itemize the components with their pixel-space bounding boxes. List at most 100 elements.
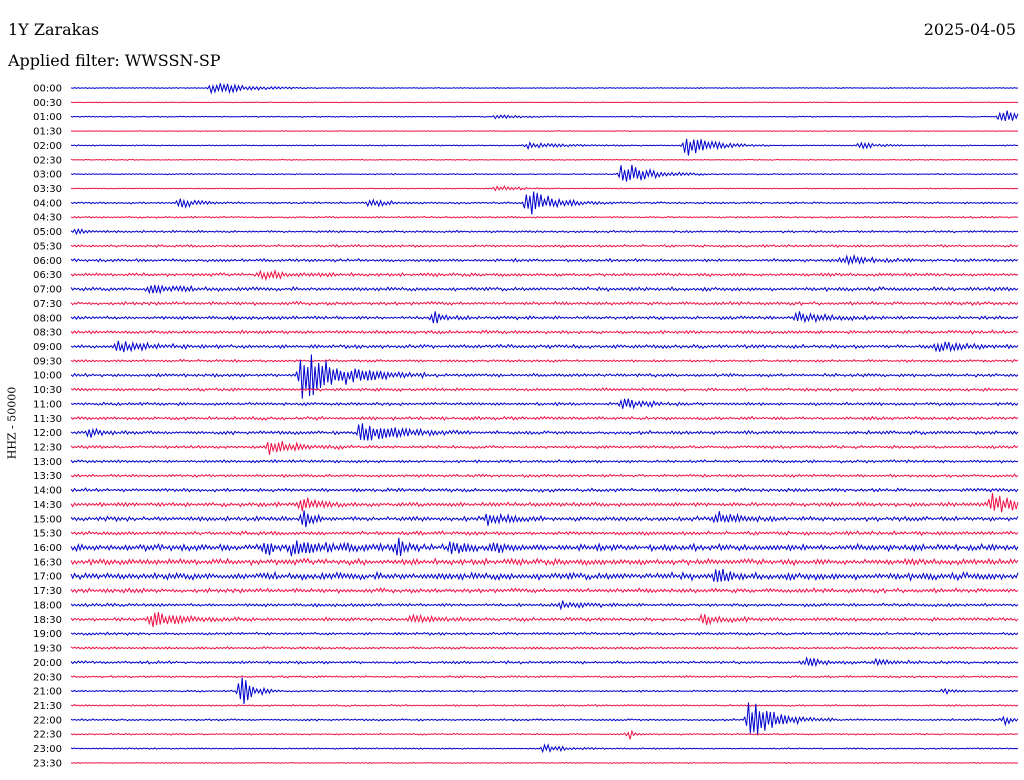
seismic-trace bbox=[70, 631, 1019, 636]
seismic-trace bbox=[70, 329, 1019, 335]
row-time-label: 22:00 bbox=[33, 715, 62, 726]
row-time-label: 00:00 bbox=[33, 84, 62, 95]
seismic-trace bbox=[70, 354, 1019, 399]
seismic-trace bbox=[70, 440, 1019, 455]
seismic-trace bbox=[70, 703, 1019, 708]
row-time-label: 19:30 bbox=[33, 644, 62, 655]
seismic-trace bbox=[70, 537, 1019, 557]
seismic-trace bbox=[70, 398, 1019, 410]
row-time-label: 07:30 bbox=[33, 299, 62, 310]
row-time-label: 08:30 bbox=[33, 328, 62, 339]
seismic-trace bbox=[70, 415, 1019, 421]
seismic-trace bbox=[70, 423, 1019, 441]
row-time-label: 21:30 bbox=[33, 701, 62, 712]
seismic-trace bbox=[70, 458, 1019, 464]
row-time-label: 14:30 bbox=[33, 500, 62, 511]
seismic-trace bbox=[70, 164, 1019, 182]
row-time-label: 20:00 bbox=[33, 658, 62, 669]
seismic-trace bbox=[70, 158, 1019, 161]
row-time-label: 18:00 bbox=[33, 600, 62, 611]
row-time-label: 03:00 bbox=[33, 170, 62, 181]
seismic-trace bbox=[70, 568, 1019, 583]
seismic-trace bbox=[70, 645, 1019, 651]
row-time-label: 23:00 bbox=[33, 744, 62, 755]
seismic-trace bbox=[70, 702, 1019, 735]
seismic-trace bbox=[70, 510, 1019, 528]
seismic-trace bbox=[70, 761, 1019, 765]
seismic-trace bbox=[70, 185, 1019, 192]
filter-label: Applied filter: WWSSN-SP bbox=[8, 51, 221, 70]
trace-rows: 00:00 00:30 01:00 01:30 02:00 02:30 03:00 03:30… bbox=[33, 83, 1019, 769]
seismic-trace bbox=[70, 530, 1019, 537]
row-time-label: 12:30 bbox=[33, 443, 62, 454]
seismic-trace bbox=[70, 743, 1019, 754]
row-time-label: 06:30 bbox=[33, 270, 62, 281]
row-time-label: 13:30 bbox=[33, 471, 62, 482]
row-time-label: 16:00 bbox=[33, 543, 62, 554]
row-time-label: 13:00 bbox=[33, 457, 62, 468]
row-time-label: 20:30 bbox=[33, 672, 62, 683]
seismic-trace bbox=[70, 268, 1019, 282]
row-time-label: 02:00 bbox=[33, 141, 62, 152]
seismic-trace bbox=[70, 492, 1019, 513]
seismic-trace bbox=[70, 557, 1019, 567]
date-label: 2025-04-05 bbox=[923, 20, 1016, 39]
row-time-label: 05:30 bbox=[33, 241, 62, 252]
row-time-label: 17:30 bbox=[33, 586, 62, 597]
seismic-trace bbox=[70, 473, 1019, 479]
seismic-trace bbox=[70, 101, 1019, 104]
row-time-label: 04:30 bbox=[33, 213, 62, 224]
row-time-label: 14:00 bbox=[33, 486, 62, 497]
seismic-trace bbox=[70, 358, 1019, 363]
row-time-label: 12:00 bbox=[33, 428, 62, 439]
row-time-label: 11:00 bbox=[33, 399, 62, 410]
seismic-trace bbox=[70, 300, 1019, 307]
row-time-label: 15:00 bbox=[33, 514, 62, 525]
row-time-label: 22:30 bbox=[33, 730, 62, 741]
row-time-label: 04:00 bbox=[33, 198, 62, 209]
row-time-label: 21:00 bbox=[33, 687, 62, 698]
seismic-trace bbox=[70, 191, 1019, 215]
seismic-trace bbox=[70, 587, 1019, 594]
seismic-trace bbox=[70, 487, 1019, 493]
seismic-trace bbox=[70, 215, 1019, 219]
row-time-label: 02:30 bbox=[33, 155, 62, 166]
row-time-label: 10:30 bbox=[33, 385, 62, 396]
row-time-label: 01:00 bbox=[33, 112, 62, 123]
row-time-label: 09:00 bbox=[33, 342, 62, 353]
seismic-trace bbox=[70, 612, 1019, 628]
row-time-label: 15:30 bbox=[33, 529, 62, 540]
row-time-label: 05:00 bbox=[33, 227, 62, 238]
row-time-label: 16:30 bbox=[33, 557, 62, 568]
seismic-trace bbox=[70, 110, 1019, 122]
row-time-label: 06:00 bbox=[33, 256, 62, 267]
seismic-trace bbox=[70, 655, 1019, 668]
row-time-label: 07:00 bbox=[33, 285, 62, 296]
row-time-label: 23:30 bbox=[33, 758, 62, 769]
seismic-trace bbox=[70, 83, 1019, 95]
seismic-trace bbox=[70, 311, 1019, 324]
seismic-trace bbox=[70, 253, 1019, 266]
row-time-label: 03:30 bbox=[33, 184, 62, 195]
row-time-label: 18:30 bbox=[33, 615, 62, 626]
row-time-label: 01:30 bbox=[33, 127, 62, 138]
row-time-label: 10:00 bbox=[33, 371, 62, 382]
seismic-trace bbox=[70, 243, 1019, 249]
row-time-label: 17:00 bbox=[33, 572, 62, 583]
row-time-label: 11:30 bbox=[33, 414, 62, 425]
seismic-trace bbox=[70, 677, 1019, 705]
seismic-trace bbox=[70, 387, 1019, 393]
row-time-label: 19:00 bbox=[33, 629, 62, 640]
row-time-label: 00:30 bbox=[33, 98, 62, 109]
row-time-label: 09:30 bbox=[33, 356, 62, 367]
seismic-trace bbox=[70, 600, 1019, 611]
seismic-trace bbox=[70, 227, 1019, 236]
seismic-trace bbox=[70, 138, 1019, 156]
seismic-trace bbox=[70, 130, 1019, 133]
seismic-trace bbox=[70, 284, 1019, 295]
seismic-trace bbox=[70, 729, 1019, 740]
row-time-label: 08:00 bbox=[33, 313, 62, 324]
seismic-trace bbox=[70, 675, 1019, 679]
seismic-trace bbox=[70, 340, 1019, 353]
